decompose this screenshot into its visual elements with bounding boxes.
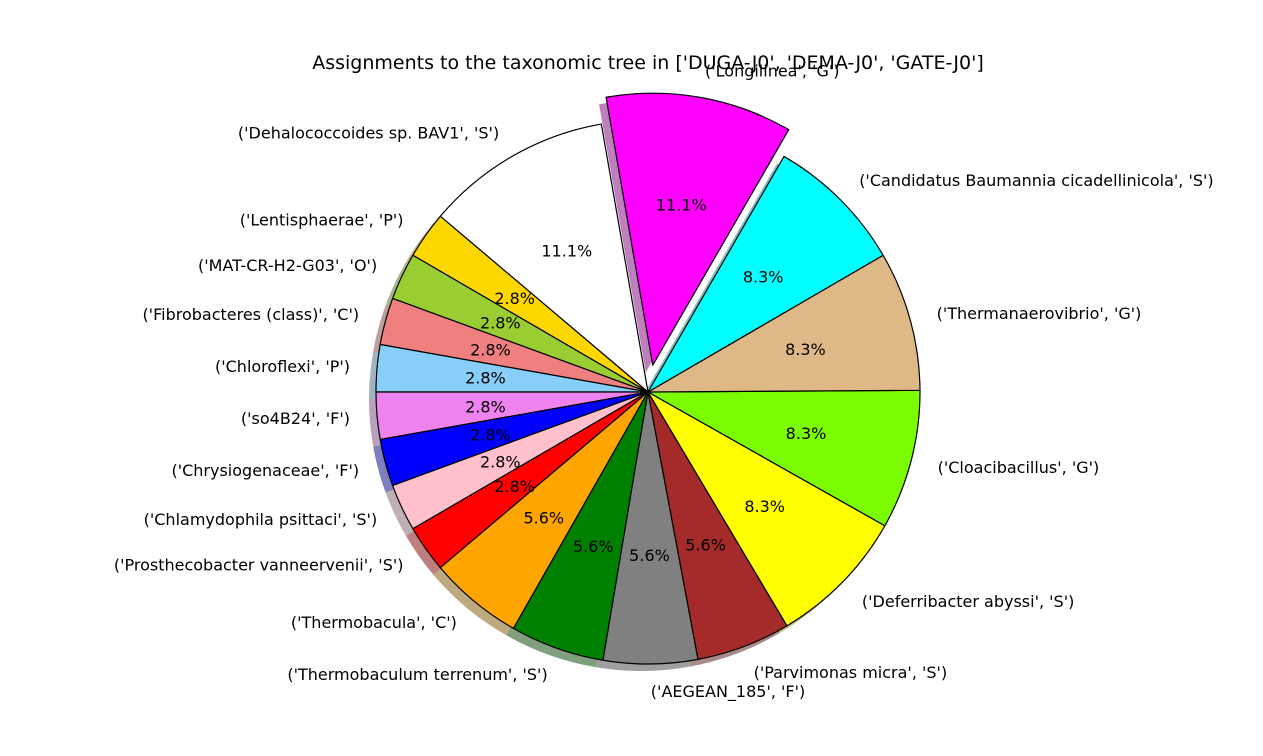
slice-labels: ('Longilinea', 'G') ('Dehalococcoides sp.… — [114, 62, 1214, 703]
slice-category-label: ('Lentisphaerae', 'P') — [240, 211, 404, 230]
slice-percent-label: 8.3% — [743, 267, 784, 286]
percent-labels: 11.1% 11.1% 2.8% 2.8% 2.8% 2.8% 2.8% 2.8% 2.8% 2.… — [465, 196, 826, 566]
slice-percent-label: 2.8% — [470, 426, 511, 445]
pie-slice — [647, 254, 921, 393]
pie-slice — [605, 92, 790, 366]
slice-percent-label: 5.6% — [573, 537, 614, 556]
slices — [375, 92, 921, 665]
pie-slice — [647, 389, 921, 527]
slice-category-label: ('AEGEAN_185', 'F') — [651, 682, 805, 702]
slice-category-label: ('Thermobaculum terrenum', 'S') — [287, 665, 547, 684]
slice-category-label: ('Prosthecobacter vanneervenii', 'S') — [114, 556, 404, 575]
slice-percent-label: 2.8% — [494, 477, 535, 496]
slice-category-label: ('Deferribacter abyssi', 'S') — [862, 592, 1074, 611]
slice-percent-label: 2.8% — [494, 289, 535, 308]
slice-percent-label: 8.3% — [786, 424, 827, 443]
slice-percent-label: 2.8% — [480, 452, 521, 471]
slice-percent-label: 5.6% — [629, 546, 670, 565]
slice-percent-label: 11.1% — [656, 196, 707, 215]
slice-category-label: ('Fibrobacteres (class)', 'C') — [142, 305, 359, 324]
chart-title: Assignments to the taxonomic tree in ['D… — [312, 52, 984, 74]
slice-percent-label: 2.8% — [465, 369, 506, 388]
slice-percent-label: 5.6% — [523, 509, 564, 528]
slice-category-label: ('Chloroflexi', 'P') — [215, 357, 350, 376]
slice-category-label: ('Parvimonas micra', 'S') — [754, 663, 948, 682]
slice-category-label: ('Cloacibacillus', 'G') — [938, 458, 1100, 477]
slice-percent-label: 8.3% — [785, 340, 826, 359]
pie-slice — [647, 155, 884, 393]
slice-category-label: ('Candidatus Baumannia cicadellinicola',… — [859, 171, 1213, 190]
slice-percent-label: 2.8% — [465, 397, 506, 416]
pie-slice — [647, 391, 886, 627]
slice-percent-label: 5.6% — [685, 536, 726, 555]
slice-category-label: ('MAT-CR-H2-G03', 'O') — [198, 256, 377, 275]
slice-percent-label: 8.3% — [744, 497, 785, 516]
slice-category-label: ('Dehalococcoides sp. BAV1', 'S') — [238, 123, 499, 142]
slice-percent-label: 2.8% — [480, 314, 521, 333]
slice-percent-label: 2.8% — [470, 341, 511, 360]
slice-category-label: ('so4B24', 'F') — [241, 409, 350, 428]
slice-category-label: ('Chrysiogenaceae', 'F') — [171, 461, 359, 480]
slice-percent-label: 11.1% — [541, 241, 592, 260]
slice-category-label: ('Longilinea', 'G') — [705, 62, 840, 81]
slice-category-label: ('Chlamydophila psittaci', 'S') — [144, 510, 378, 529]
slice-category-label: ('Thermanaerovibrio', 'G') — [937, 304, 1142, 323]
slice-category-label: ('Thermobacula', 'C') — [291, 613, 457, 632]
pie-slice — [439, 123, 649, 393]
